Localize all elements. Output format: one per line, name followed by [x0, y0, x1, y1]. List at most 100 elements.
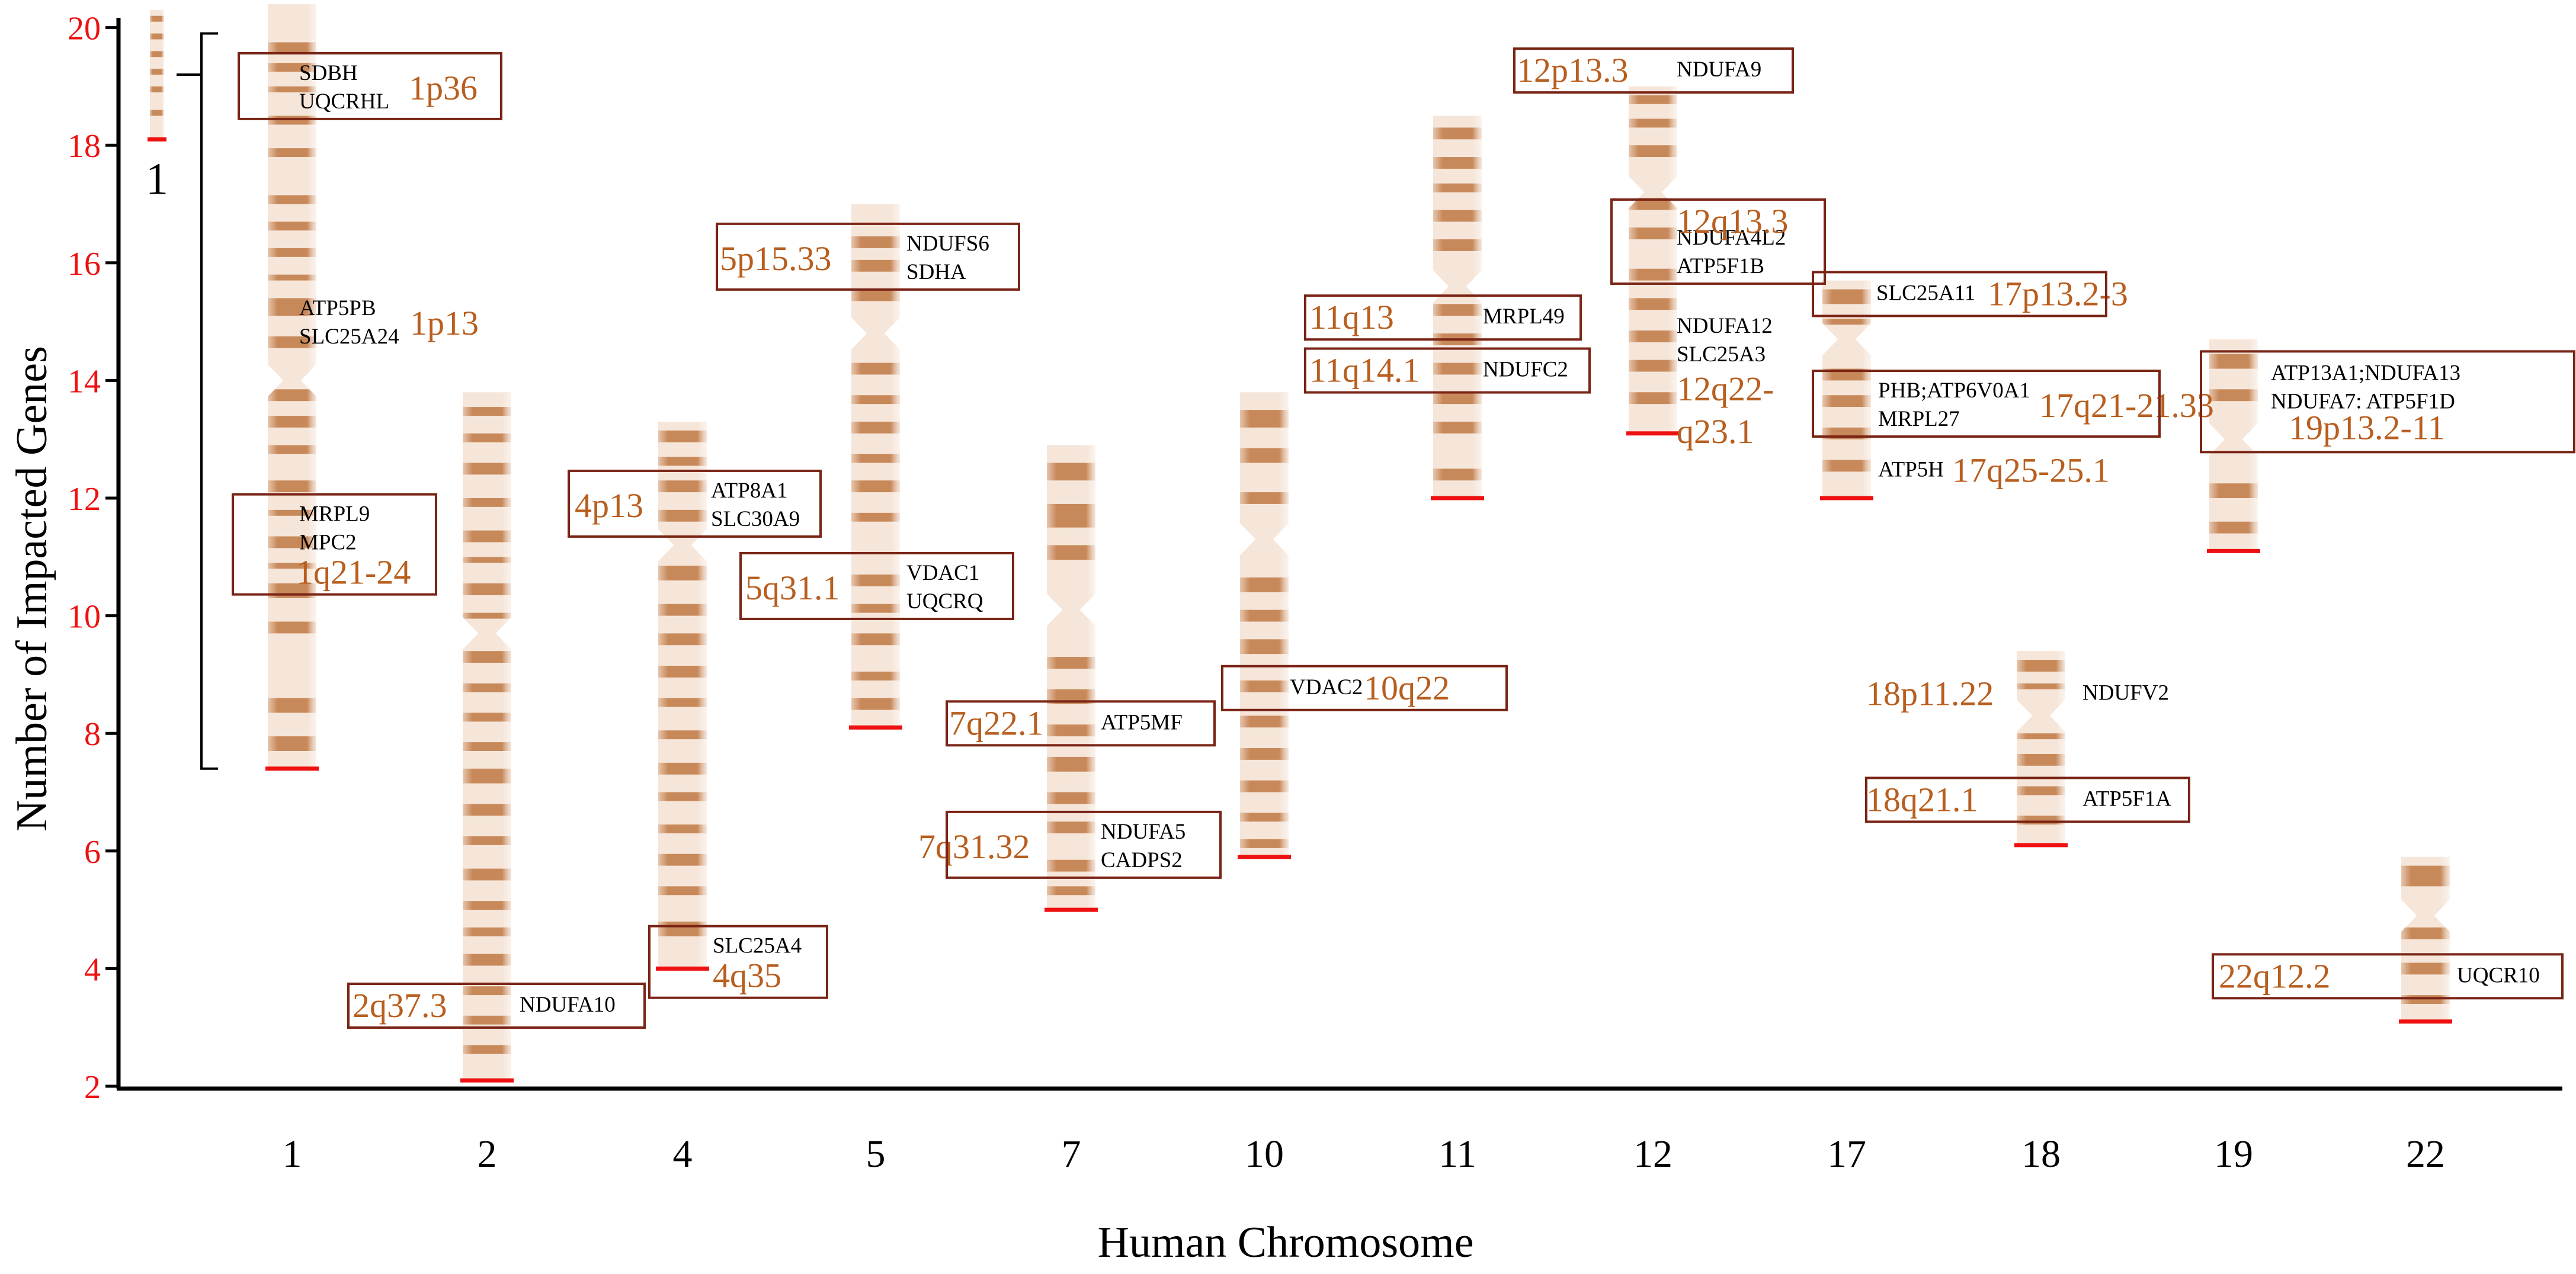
locus-box [232, 493, 437, 596]
locus-label: 1q21-24 [296, 553, 411, 592]
chromosome-18 [2014, 651, 2068, 848]
locus-box [2212, 953, 2564, 1000]
locus-box [1221, 665, 1508, 711]
x-axis-label: Human Chromosome [1097, 1218, 1473, 1267]
chromosome-1-inset: 1 [146, 9, 218, 770]
locus-label: 19p13.2-11 [2289, 408, 2445, 447]
locus-box [2200, 350, 2575, 454]
gene-name: MRPL27 [1878, 407, 1960, 431]
locus-box [946, 810, 1222, 879]
chromosome-1 [265, 4, 319, 771]
chromosome-7 [1045, 445, 1098, 912]
gene-name: SLC25A11 [1876, 281, 1975, 305]
x-tick-label: 22 [2406, 1132, 2445, 1176]
chromosome-shading [150, 9, 164, 140]
chromosome-17 [1820, 280, 1873, 500]
locus-label: 10q22 [1364, 669, 1450, 707]
gene-group-10q22: VDAC2 10q22 [1221, 665, 1508, 711]
gene-name: SLC25A3 [1677, 342, 1766, 367]
gene-group-11q13: MRPL49 11q13 [1304, 294, 1582, 341]
gene-name: CADPS2 [1101, 848, 1183, 872]
chromosome-shading [1047, 445, 1095, 910]
locus-box [238, 52, 502, 120]
chromosome-shading [851, 204, 900, 728]
gene-group-7q22-1: ATP5MF 7q22.1 [946, 700, 1216, 747]
x-axis-ticks: 1 2 4 5 7 10 11 12 17 18 19 22 [283, 1132, 2446, 1176]
locus-label: 17q21-21.33 [2039, 386, 2214, 425]
gene-name: UQCRHL [299, 89, 389, 114]
locus-label: 1p13 [410, 304, 479, 342]
chromosome-4 [656, 421, 709, 971]
locus-box [946, 700, 1216, 747]
locus-label: 18q21.1 [1866, 780, 1978, 819]
locus-label: 7q31.32 [918, 827, 1030, 866]
locus-box [568, 469, 822, 538]
locus-label: 11q14.1 [1309, 351, 1420, 390]
chromosome-12 [1626, 86, 1680, 436]
gene-name: SDBH [299, 61, 358, 85]
y-tick-label: 2 [84, 1069, 101, 1106]
chromosome-shading [658, 421, 707, 969]
gene-name: NDUFA7: ATP5F1D [2271, 389, 2455, 413]
locus-label: 5p15.33 [720, 239, 832, 278]
locus-label: 12p13.3 [1517, 51, 1629, 89]
chromosome-shading [1629, 86, 1677, 434]
x-tick-label: 10 [1245, 1132, 1284, 1176]
chromosome-inset [148, 9, 166, 142]
locus-box [1304, 347, 1591, 394]
y-tick-label: 12 [68, 481, 101, 518]
y-tick-label: 16 [68, 246, 101, 283]
locus-label: 12q22- [1677, 370, 1774, 408]
chromosome-shading [2401, 856, 2450, 1022]
gene-group-7q31-32: NDUFA5 CADPS2 7q31.32 [918, 810, 1222, 879]
y-tick-label: 14 [68, 363, 101, 400]
gene-name: NDUFC2 [1483, 358, 1568, 382]
locus-label: q23.1 [1677, 412, 1754, 451]
locus-box [1304, 294, 1582, 341]
x-tick-label: 1 [283, 1132, 302, 1176]
chromosome-22 [2399, 856, 2452, 1024]
gene-name: NDUFA5 [1101, 820, 1186, 844]
gene-name: SLC25A24 [299, 325, 399, 349]
gene-group-1p36: SDBH UQCRHL 1p36 [238, 52, 502, 120]
x-tick-label: 5 [866, 1132, 886, 1176]
gene-name: ATP8A1 [711, 479, 788, 503]
gene-name: ATP13A1;NDUFA13 [2271, 361, 2460, 385]
y-tick-label: 8 [84, 716, 101, 753]
y-axis-ticks: 2 4 6 8 10 12 14 16 18 20 [68, 11, 118, 1106]
locus-box [347, 982, 646, 1029]
locus-box [739, 551, 1014, 620]
gene-name: MRPL9 [299, 502, 370, 527]
locus-label: 17p13.2-3 [1988, 274, 2128, 313]
locus-box [1513, 47, 1794, 94]
gene-name: ATP5F1B [1677, 254, 1764, 278]
gene-group-1p13: ATP5PB SLC25A24 1p13 [299, 296, 479, 349]
gene-group-12q13-3: NDUFA4L2 ATP5F1B 12q13.3 [1610, 198, 1826, 285]
gene-name: SDHA [906, 260, 966, 284]
chromosome-shading [1240, 392, 1289, 857]
chromosome-shading [463, 392, 511, 1081]
gene-name: MRPL49 [1483, 304, 1565, 329]
x-tick-label: 7 [1062, 1132, 1081, 1176]
gene-group-18p11-22: NDUFV2 18p11.22 [1866, 675, 2169, 713]
locus-label: 17q25-25.1 [1952, 451, 2110, 489]
y-tick-label: 10 [68, 599, 101, 636]
y-tick-label: 6 [84, 834, 101, 871]
gene-group-17p13-2-3: SLC25A11 17p13.2-3 [1812, 271, 2128, 317]
locus-label: 4q35 [713, 957, 781, 995]
gene-name: ATP5F1A [2082, 787, 2171, 811]
x-tick-label: 19 [2214, 1132, 2253, 1176]
inset-bracket [200, 32, 218, 770]
locus-box [1812, 370, 2161, 438]
locus-label: 2q37.3 [353, 986, 447, 1025]
gene-group-22q12-2: UQCR10 22q12.2 [2212, 953, 2564, 1000]
gene-name: NDUFA12 [1677, 314, 1773, 338]
gene-name: NDUFV2 [2082, 681, 2169, 705]
gene-name: NDUFA10 [520, 993, 616, 1017]
gene-name: PHB;ATP6V0A1 [1878, 378, 2030, 403]
gene-name: UQCRQ [906, 589, 983, 614]
gene-name: SLC30A9 [711, 507, 800, 531]
